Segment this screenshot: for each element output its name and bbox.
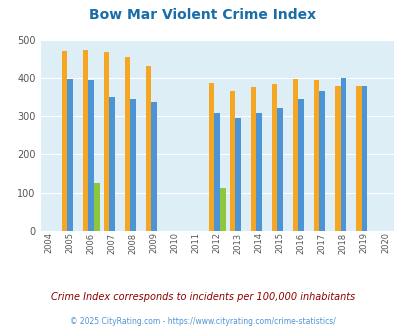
Bar: [250, 87, 256, 231]
Bar: [82, 50, 88, 231]
Bar: [151, 102, 157, 231]
Bar: [62, 51, 67, 231]
Bar: [271, 84, 277, 231]
Bar: [355, 86, 361, 231]
Bar: [109, 97, 115, 231]
Bar: [361, 85, 366, 231]
Bar: [298, 99, 303, 231]
Text: © 2025 CityRating.com - https://www.cityrating.com/crime-statistics/: © 2025 CityRating.com - https://www.city…: [70, 317, 335, 326]
Bar: [319, 91, 324, 231]
Bar: [208, 83, 214, 231]
Text: Bow Mar Violent Crime Index: Bow Mar Violent Crime Index: [89, 8, 316, 22]
Bar: [94, 183, 99, 231]
Bar: [220, 188, 225, 231]
Bar: [256, 113, 262, 231]
Bar: [277, 108, 282, 231]
Bar: [214, 113, 220, 231]
Bar: [340, 78, 345, 231]
Bar: [313, 80, 319, 231]
Bar: [103, 52, 109, 231]
Bar: [229, 90, 235, 231]
Bar: [292, 79, 298, 231]
Text: Crime Index corresponds to incidents per 100,000 inhabitants: Crime Index corresponds to incidents per…: [51, 292, 354, 302]
Bar: [334, 86, 340, 231]
Bar: [88, 80, 94, 231]
Bar: [124, 57, 130, 231]
Bar: [235, 118, 241, 231]
Bar: [67, 79, 72, 231]
Bar: [130, 99, 136, 231]
Bar: [145, 66, 151, 231]
